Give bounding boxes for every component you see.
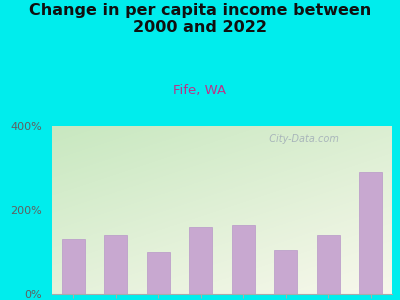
Text: Fife, WA: Fife, WA: [174, 84, 226, 97]
Bar: [104, 235, 128, 294]
Bar: [146, 252, 170, 294]
Bar: [189, 227, 212, 294]
Text: Change in per capita income between
2000 and 2022: Change in per capita income between 2000…: [29, 3, 371, 35]
Bar: [359, 172, 382, 294]
Text: City-Data.com: City-Data.com: [263, 134, 339, 144]
Bar: [316, 235, 340, 294]
Bar: [232, 225, 255, 294]
Bar: [274, 250, 298, 294]
Bar: [62, 239, 85, 294]
